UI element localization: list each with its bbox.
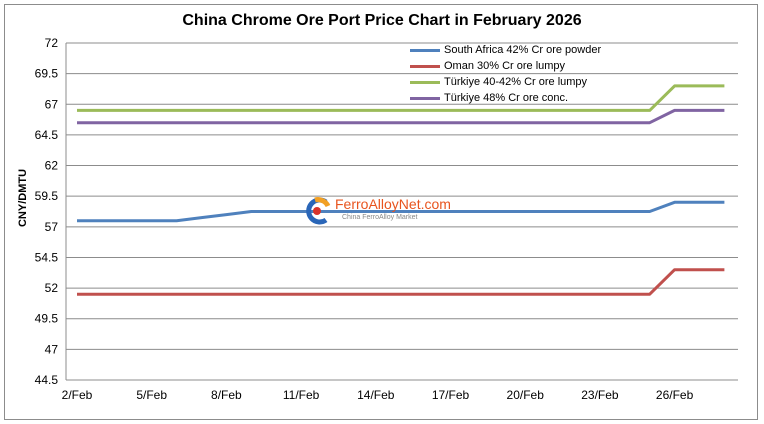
x-tick-label: 14/Feb (357, 388, 395, 402)
legend-label: South Africa 42% Cr ore powder (444, 44, 602, 56)
legend-swatch-icon (410, 96, 440, 100)
legend-swatch-icon (410, 80, 440, 84)
legend-label: Oman 30% Cr ore lumpy (444, 60, 566, 72)
ferroalloynet-logo-icon (306, 197, 331, 225)
x-tick-label: 23/Feb (581, 388, 619, 402)
series-line (77, 200, 725, 223)
x-tick-label: 2/Feb (62, 388, 93, 402)
y-tick-label: 52 (45, 281, 59, 295)
series-line (77, 268, 725, 296)
y-tick-label: 44.5 (35, 373, 59, 387)
legend-label: Türkiye 40-42% Cr ore lumpy (444, 76, 588, 88)
y-tick-label: 54.5 (35, 250, 59, 264)
legend-label: Türkiye 48% Cr ore conc. (444, 92, 569, 104)
x-tick-label: 5/Feb (136, 388, 167, 402)
y-tick-label: 49.5 (35, 312, 59, 326)
legend-swatch-icon (410, 64, 440, 68)
legend: South Africa 42% Cr ore powder Oman 30% C… (410, 42, 601, 106)
x-tick-label: 11/Feb (283, 388, 320, 402)
legend-swatch-icon (410, 48, 440, 52)
series-line (77, 84, 725, 112)
y-tick-label: 72 (45, 36, 59, 50)
y-tick-label: 67 (45, 97, 59, 111)
x-tick-label: 20/Feb (507, 388, 545, 402)
legend-item: South Africa 42% Cr ore powder (410, 42, 601, 58)
legend-item: Türkiye 40-42% Cr ore lumpy (410, 74, 601, 90)
watermark-tagline: China FerroAlloy Market (342, 214, 418, 221)
y-tick-label: 62 (45, 159, 59, 173)
x-tick-label: 8/Feb (211, 388, 242, 402)
y-tick-label: 47 (45, 342, 59, 356)
y-tick-label: 59.5 (35, 189, 59, 203)
x-tick-label: 26/Feb (656, 388, 694, 402)
y-tick-label: 57 (45, 220, 59, 234)
y-tick-label: 69.5 (35, 67, 59, 81)
y-tick-label: 64.5 (35, 128, 59, 142)
series-line (77, 108, 725, 125)
x-tick-label: 17/Feb (432, 388, 470, 402)
watermark-brand: FerroAlloyNet.com (335, 196, 451, 212)
legend-item: Türkiye 48% Cr ore conc. (410, 90, 601, 106)
legend-item: Oman 30% Cr ore lumpy (410, 58, 601, 74)
chart-title: China Chrome Ore Port Price Chart in Feb… (182, 12, 582, 29)
